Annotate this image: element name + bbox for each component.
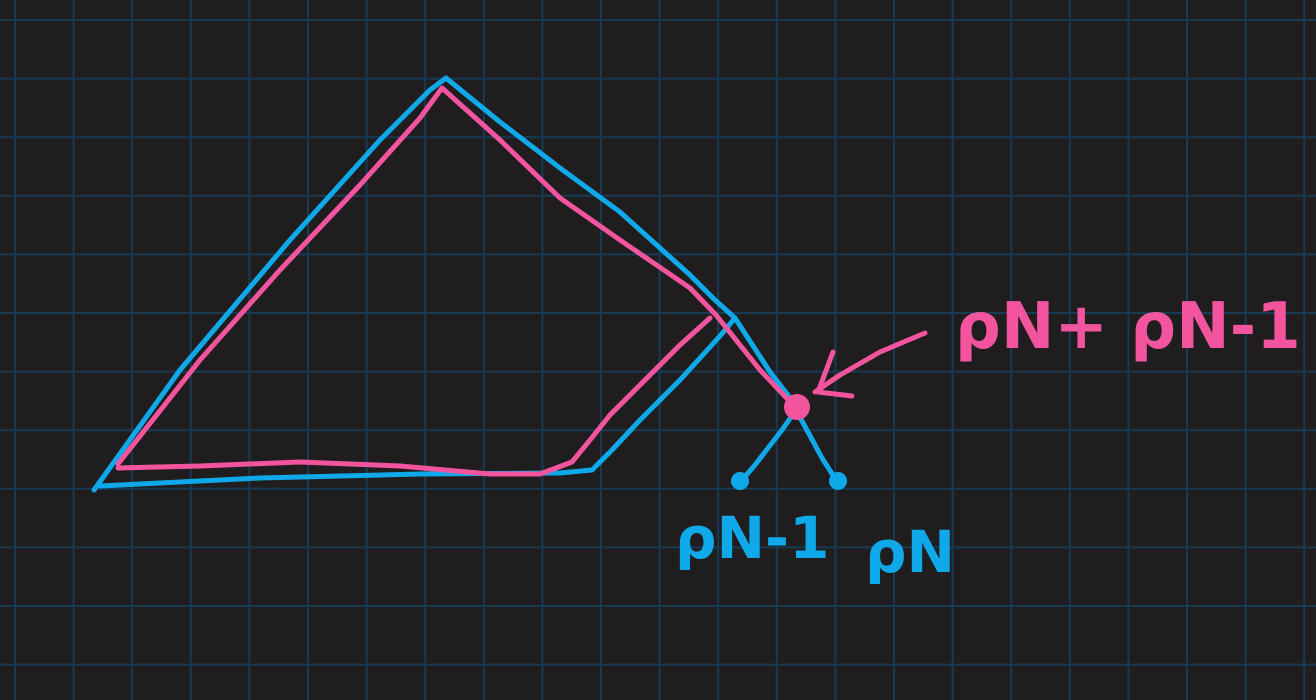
pink-inner-edge <box>115 315 713 477</box>
parent-left-label: ρN-1 <box>675 504 830 572</box>
branch-left <box>739 407 799 483</box>
parent-point-left <box>731 472 749 490</box>
parent-right-label: ρN <box>865 518 955 586</box>
blue-outline-shape <box>91 75 801 493</box>
arrow-head <box>815 349 855 399</box>
sum-point <box>784 394 810 420</box>
branch-right <box>793 407 839 483</box>
sum-label: ρN+ ρN-1 <box>955 290 1301 364</box>
pink-outline-shape <box>115 85 799 467</box>
blue-inner-edge <box>97 315 738 489</box>
arrow-shaft <box>812 330 928 395</box>
parent-point-right <box>829 472 847 490</box>
